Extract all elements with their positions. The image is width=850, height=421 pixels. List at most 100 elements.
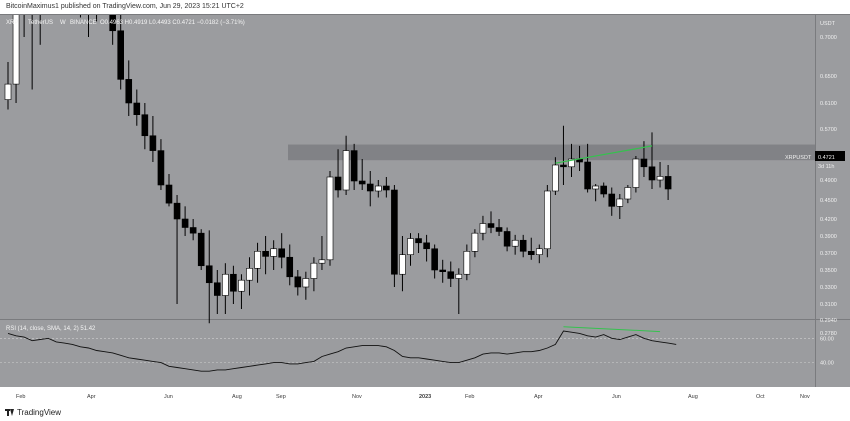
price-chart[interactable]: 0.70000.65000.61000.57000.53000.49000.45… xyxy=(0,15,850,406)
candle xyxy=(366,171,374,207)
candle xyxy=(560,125,567,185)
footer: TradingView xyxy=(0,405,850,421)
candle-body-down xyxy=(640,158,648,168)
y-tick-label: 0.2940 xyxy=(820,318,837,324)
candle xyxy=(415,233,422,253)
candle xyxy=(141,103,149,150)
candle-body-up xyxy=(656,176,664,181)
candle-body-up xyxy=(222,273,229,296)
candle-body-down xyxy=(157,150,165,186)
candle xyxy=(117,15,124,90)
candle xyxy=(197,229,205,270)
rsi-panel-bg xyxy=(0,320,815,387)
candle xyxy=(584,143,591,193)
candle-body-down xyxy=(334,176,342,191)
rsi-panel xyxy=(0,326,815,372)
y-tick-label: 0.7000 xyxy=(820,35,837,41)
candle xyxy=(455,268,463,314)
legend-pair: TetherUS xyxy=(28,20,53,26)
candle xyxy=(447,261,455,287)
candle-body-up xyxy=(302,278,310,288)
x-tick-label: Feb xyxy=(16,394,25,400)
candle xyxy=(238,274,245,309)
candle-body-up xyxy=(568,158,575,168)
price-panel-bg xyxy=(0,15,815,319)
candle xyxy=(358,159,366,190)
candle-body-up xyxy=(399,254,406,275)
candle-body-down xyxy=(165,184,173,204)
candle-body-up xyxy=(624,187,632,200)
candle xyxy=(270,240,277,270)
candle xyxy=(246,257,253,296)
candle-body-down xyxy=(366,183,374,192)
candle xyxy=(600,182,608,198)
candle xyxy=(165,174,173,207)
x-tick-label: Feb xyxy=(465,394,474,400)
candle-body-up xyxy=(270,248,277,257)
candle xyxy=(511,234,519,255)
candle-body-up xyxy=(4,83,12,100)
candle xyxy=(350,143,358,190)
y-tick-label: 0.3700 xyxy=(820,251,837,257)
candle-body-down xyxy=(358,180,366,185)
candle xyxy=(544,185,551,258)
candle-body-down xyxy=(600,185,608,195)
x-tick-label: Aug xyxy=(232,394,242,400)
candle-body-up xyxy=(455,273,463,279)
x-tick-label: Oct xyxy=(756,394,765,400)
price-tag: XRPUSDT 0.4721 3d 11h xyxy=(785,151,845,170)
trendlines xyxy=(555,145,653,164)
legend-interval: W xyxy=(60,20,66,26)
candle xyxy=(214,270,221,314)
candle-body-down xyxy=(383,185,390,191)
candle xyxy=(133,89,141,126)
candle-body-up xyxy=(463,251,471,275)
candle-body-down xyxy=(197,232,205,267)
candle xyxy=(109,15,116,45)
candle-body-up xyxy=(552,164,559,192)
y-tick-label: 0.3300 xyxy=(820,285,837,291)
candle xyxy=(656,162,664,188)
candle-body-down xyxy=(117,30,124,80)
candle-body-up xyxy=(254,251,261,269)
candle-body-down xyxy=(350,150,358,182)
candle-body-down xyxy=(664,176,672,190)
x-tick-label: Apr xyxy=(87,394,96,400)
candle xyxy=(286,244,294,286)
legend-exchange: BINANCE xyxy=(70,20,97,26)
candle xyxy=(648,132,656,189)
candle xyxy=(632,156,640,193)
candle-body-down xyxy=(214,282,221,296)
resistance-zone-layer xyxy=(288,144,815,161)
candle-body-down xyxy=(149,135,157,151)
candle xyxy=(254,242,261,283)
candle xyxy=(552,157,559,195)
candle-body-down xyxy=(487,223,495,228)
candle-body-down xyxy=(125,79,133,104)
candle xyxy=(230,265,237,304)
chart-frame[interactable]: 0.70000.65000.61000.57000.53000.49000.45… xyxy=(0,14,850,406)
candle-body-down xyxy=(181,218,189,228)
rsi-tick-label: 60.00 xyxy=(820,336,834,342)
candle-body-down xyxy=(608,193,616,207)
rsi-trendline xyxy=(563,326,661,333)
currency-label: USDT xyxy=(820,21,836,27)
candle xyxy=(471,229,479,258)
candle-body-down xyxy=(519,239,527,252)
candle xyxy=(262,236,269,275)
candle-body-up xyxy=(326,176,334,261)
candle xyxy=(278,233,286,269)
candle-body-up xyxy=(592,185,599,190)
x-tick-label: 2023 xyxy=(419,394,431,400)
candle xyxy=(592,184,599,202)
candle xyxy=(302,271,310,300)
y-tick-label: 0.2780 xyxy=(820,331,837,337)
tradingview-brand[interactable]: TradingView xyxy=(5,408,61,417)
candle xyxy=(205,230,213,324)
publish-header: BitcoinMaximus1 published on TradingView… xyxy=(0,0,850,14)
candle-body-down xyxy=(294,276,302,288)
candle-body-up xyxy=(407,238,414,256)
rsi-legend-text: RSI (14, close, SMA, 14, 2) 51.42 xyxy=(6,326,96,332)
y-tick-label: 0.6100 xyxy=(820,101,837,107)
candle-body-up xyxy=(471,232,479,252)
